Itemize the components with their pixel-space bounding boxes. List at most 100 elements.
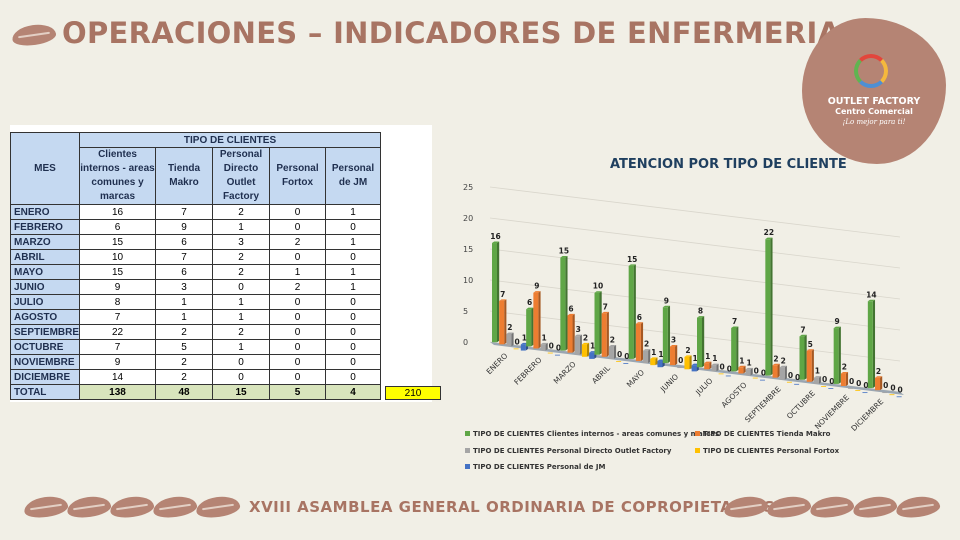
data-label: 15 xyxy=(559,247,569,256)
data-label: 1 xyxy=(712,354,717,363)
bar xyxy=(547,352,553,354)
column-header: Tienda Makro xyxy=(155,147,214,205)
bar-side xyxy=(689,355,692,370)
data-label: 0 xyxy=(617,350,622,359)
data-label: 0 xyxy=(849,377,854,386)
bar-top xyxy=(765,237,773,240)
bar xyxy=(752,377,758,379)
y-tick-label: 15 xyxy=(463,245,473,254)
bar xyxy=(560,257,566,351)
bar-side xyxy=(743,365,746,374)
table-row: JULIO 8 1 1 0 0 xyxy=(9,294,382,310)
bar-side xyxy=(880,376,883,391)
month-cell: AGOSTO xyxy=(9,309,81,325)
bar xyxy=(554,354,560,356)
bar-top xyxy=(772,363,780,366)
data-label: 7 xyxy=(500,290,505,299)
bar-top xyxy=(684,355,692,357)
bar-top xyxy=(560,256,568,258)
bar-side xyxy=(872,299,876,389)
data-label: 0 xyxy=(719,362,724,371)
column-header: Personal Directo Outlet Factory xyxy=(212,147,271,205)
x-tick-label: OCTUBRE xyxy=(785,389,817,421)
bar xyxy=(492,243,497,343)
bar-side xyxy=(675,345,678,366)
bar xyxy=(608,346,614,359)
column-header: Personal de JM xyxy=(325,147,382,205)
table-row: FEBRERO 6 9 1 0 0 xyxy=(9,219,382,235)
data-label: 9 xyxy=(664,296,669,305)
bar-top xyxy=(574,334,582,337)
data-label: 1 xyxy=(658,350,663,359)
x-tick-label: MARZO xyxy=(552,360,578,386)
data-label: 1 xyxy=(590,342,595,351)
table-row: DICIEMBRE 14 2 0 0 0 xyxy=(9,369,382,385)
bar xyxy=(533,292,539,349)
bar-top xyxy=(833,326,841,329)
bar-side xyxy=(572,313,575,353)
data-label: 1 xyxy=(739,356,744,365)
month-cell: SEPTIEMBRE xyxy=(9,324,81,340)
bar-top xyxy=(799,334,807,337)
bar xyxy=(889,394,895,396)
data-label: 1 xyxy=(522,333,527,342)
bar xyxy=(594,292,600,355)
bar xyxy=(718,373,724,375)
data-label: 6 xyxy=(568,304,573,313)
gridline xyxy=(489,217,901,269)
table-row: NOVIEMBRE 9 2 0 0 0 xyxy=(9,354,382,370)
bar-top xyxy=(704,361,712,364)
gridline xyxy=(489,186,901,238)
bar xyxy=(520,344,526,351)
gridline xyxy=(489,310,901,362)
bar xyxy=(821,385,827,387)
x-tick-label: JULIO xyxy=(693,376,714,397)
legend-label: TIPO DE CLIENTES Personal Directo Outlet… xyxy=(473,447,672,455)
data-label: 0 xyxy=(549,342,554,351)
bar-top xyxy=(711,363,719,366)
data-label: 2 xyxy=(644,340,649,349)
bar-top xyxy=(697,316,705,318)
legend-label: TIPO DE CLIENTES Tienda Makro xyxy=(703,430,831,438)
chart-title: ATENCION POR TIPO DE CLIENTE xyxy=(610,157,847,172)
bar xyxy=(650,358,656,366)
x-tick-label: MAYO xyxy=(625,368,646,389)
table-row: ABRIL 10 7 2 0 0 xyxy=(9,249,382,265)
y-tick-label: 25 xyxy=(463,183,473,192)
value-cell: 138 xyxy=(79,384,157,400)
legend-label: TIPO DE CLIENTES Personal de JM xyxy=(473,463,605,471)
data-label: 10 xyxy=(593,282,603,291)
bar xyxy=(581,344,587,357)
bar xyxy=(725,375,731,377)
legend-swatch xyxy=(695,448,700,453)
bar xyxy=(711,365,717,372)
bar-side xyxy=(799,382,802,384)
gridline xyxy=(489,279,901,331)
x-tick-label: AGOSTO xyxy=(720,380,749,409)
data-label: 7 xyxy=(603,302,608,311)
bar-side xyxy=(770,237,773,376)
bar xyxy=(799,336,805,380)
data-label: 2 xyxy=(583,333,588,342)
x-tick-label: NOVIEMBRE xyxy=(813,393,851,431)
bar-side xyxy=(599,291,602,355)
data-label: 2 xyxy=(507,323,512,332)
bar-side xyxy=(613,344,617,359)
data-label: 1 xyxy=(705,352,710,361)
data-label: 3 xyxy=(671,336,676,345)
legend-swatch xyxy=(465,448,470,453)
data-label: 0 xyxy=(556,344,561,353)
bar xyxy=(806,350,812,382)
data-label: 15 xyxy=(627,255,637,264)
data-label: 2 xyxy=(876,367,881,376)
data-label: 0 xyxy=(678,356,683,365)
logo-name: OUTLET FACTORY xyxy=(827,96,921,107)
data-label: 0 xyxy=(727,365,732,374)
bar-top xyxy=(533,291,541,293)
bar xyxy=(499,300,505,345)
data-label: 0 xyxy=(883,381,888,390)
bar xyxy=(875,377,881,391)
data-label: 22 xyxy=(764,228,774,237)
bar xyxy=(840,373,846,386)
bar-top xyxy=(738,365,746,368)
